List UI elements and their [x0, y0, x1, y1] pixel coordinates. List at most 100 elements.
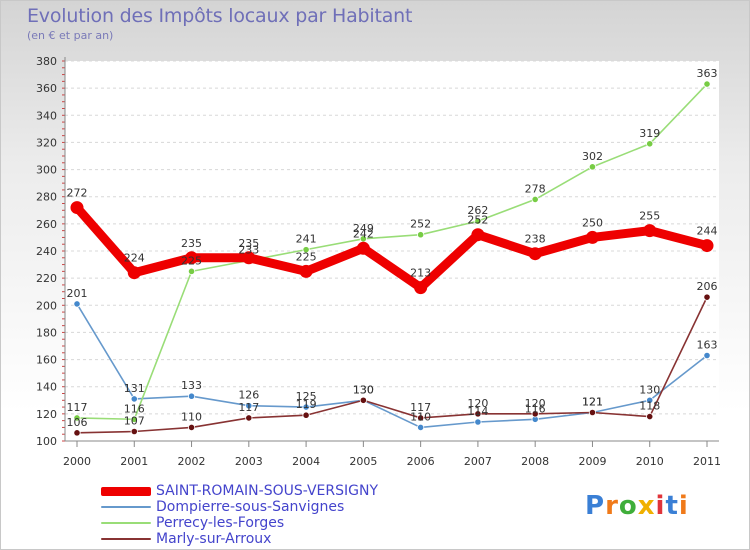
- y-tick-label: 160: [36, 354, 57, 367]
- legend-item: Marly-sur-Arroux: [101, 531, 378, 547]
- y-tick-label: 180: [36, 326, 57, 339]
- legend-label: SAINT-ROMAIN-SOUS-VERSIGNY: [156, 483, 379, 499]
- y-tick-label: 260: [36, 218, 57, 231]
- data-point-dompierre-sous-sanvignes: [245, 402, 253, 410]
- data-label-perrecy-les-forges: 233: [238, 244, 259, 257]
- data-label-dompierre-sous-sanvignes: 163: [697, 339, 718, 352]
- data-point-dompierre-sous-sanvignes: [73, 300, 81, 308]
- proxiti-logo: Proxiti: [585, 491, 689, 521]
- data-point-perrecy-les-forges: [187, 267, 196, 275]
- data-point-saint-romain-sous-versigny: [242, 251, 256, 265]
- data-label-saint-romain-sous-versigny: 255: [639, 210, 660, 223]
- data-point-marly-sur-arroux: [302, 411, 310, 419]
- data-label-dompierre-sous-sanvignes: 121: [582, 396, 603, 409]
- data-label-dompierre-sous-sanvignes: 114: [467, 405, 488, 418]
- x-tick-label: 2010: [636, 455, 664, 468]
- data-label-marly-sur-arroux: 117: [238, 401, 259, 414]
- data-point-perrecy-les-forges: [646, 140, 654, 148]
- data-point-marly-sur-arroux: [474, 410, 482, 418]
- data-label-perrecy-les-forges: 225: [181, 254, 202, 267]
- data-label-dompierre-sous-sanvignes: 130: [639, 383, 660, 396]
- x-tick-label: 2008: [521, 455, 549, 468]
- data-label-dompierre-sous-sanvignes: 201: [67, 287, 88, 300]
- legend-swatch: [101, 538, 151, 540]
- x-tick-label: 2001: [120, 455, 148, 468]
- data-label-marly-sur-arroux: 119: [296, 398, 317, 411]
- data-label-saint-romain-sous-versigny: 238: [525, 233, 546, 246]
- data-label-marly-sur-arroux: 106: [67, 416, 88, 429]
- legend-label: Dompierre-sous-Sanvignes: [156, 499, 345, 515]
- y-tick-label: 280: [36, 191, 57, 204]
- data-label-perrecy-les-forges: 302: [582, 150, 603, 163]
- data-label-perrecy-les-forges: 241: [296, 233, 317, 246]
- chart-title: Evolution des Impôts locaux par Habitant: [27, 5, 413, 27]
- data-label-perrecy-les-forges: 116: [124, 402, 145, 415]
- data-label-marly-sur-arroux: 118: [639, 400, 660, 413]
- data-label-saint-romain-sous-versigny: 250: [582, 216, 603, 229]
- data-label-dompierre-sous-sanvignes: 110: [410, 410, 431, 423]
- data-point-saint-romain-sous-versigny: [700, 239, 714, 253]
- legend-item: Dompierre-sous-Sanvignes: [101, 499, 378, 515]
- data-point-marly-sur-arroux: [187, 423, 196, 432]
- data-point-perrecy-les-forges: [130, 415, 138, 423]
- x-tick-label: 2011: [693, 455, 721, 468]
- data-point-dompierre-sous-sanvignes: [302, 403, 310, 411]
- data-point-perrecy-les-forges: [588, 163, 597, 171]
- x-tick-label: 2002: [178, 455, 206, 468]
- legend-swatch: [101, 486, 151, 496]
- legend-label: Marly-sur-Arroux: [156, 531, 272, 547]
- x-tick-label: 2004: [292, 455, 320, 468]
- logo-letter: P: [585, 491, 606, 521]
- data-label-perrecy-les-forges: 363: [697, 67, 718, 80]
- data-label-perrecy-les-forges: 319: [639, 127, 660, 140]
- data-label-dompierre-sous-sanvignes: 125: [296, 390, 317, 403]
- data-point-perrecy-les-forges: [703, 80, 711, 88]
- x-tick-label: 2006: [407, 455, 435, 468]
- data-label-marly-sur-arroux: 120: [525, 397, 546, 410]
- data-label-saint-romain-sous-versigny: 252: [467, 214, 488, 227]
- y-tick-label: 100: [36, 435, 57, 448]
- data-point-marly-sur-arroux: [588, 408, 597, 417]
- data-label-saint-romain-sous-versigny: 235: [181, 237, 202, 250]
- data-label-perrecy-les-forges: 262: [467, 204, 488, 217]
- y-tick-label: 200: [36, 299, 57, 312]
- data-point-marly-sur-arroux: [703, 293, 711, 301]
- y-tick-label: 240: [36, 245, 57, 258]
- x-tick-label: 2009: [578, 455, 606, 468]
- data-point-marly-sur-arroux: [73, 429, 81, 437]
- data-label-saint-romain-sous-versigny: 272: [67, 187, 88, 200]
- data-point-saint-romain-sous-versigny: [414, 281, 428, 295]
- data-label-marly-sur-arroux: 206: [697, 280, 718, 293]
- data-point-perrecy-les-forges: [73, 414, 81, 422]
- data-label-perrecy-les-forges: 278: [525, 182, 546, 195]
- x-tick-label: 2003: [235, 455, 263, 468]
- logo-letter: o: [618, 491, 638, 521]
- series-line-dompierre-sous-sanvignes: [76, 303, 708, 429]
- data-label-perrecy-les-forges: 117: [67, 401, 88, 414]
- data-label-marly-sur-arroux: 120: [467, 397, 488, 410]
- x-tick-label: 2000: [63, 455, 91, 468]
- data-label-saint-romain-sous-versigny: 225: [296, 250, 317, 263]
- data-point-saint-romain-sous-versigny: [528, 247, 542, 261]
- data-point-saint-romain-sous-versigny: [643, 224, 657, 238]
- data-point-marly-sur-arroux: [417, 414, 425, 422]
- data-point-dompierre-sous-sanvignes: [187, 392, 196, 400]
- series-line-marly-sur-arroux: [76, 296, 708, 434]
- data-label-marly-sur-arroux: 107: [124, 415, 145, 428]
- data-label-marly-sur-arroux: 110: [181, 410, 202, 423]
- data-point-dompierre-sous-sanvignes: [130, 395, 138, 403]
- data-point-perrecy-les-forges: [417, 231, 425, 239]
- data-point-marly-sur-arroux: [646, 412, 654, 421]
- x-tick-label: 2007: [464, 455, 492, 468]
- legend-label: Perrecy-les-Forges: [156, 515, 285, 531]
- y-tick-label: 120: [36, 408, 57, 421]
- data-point-marly-sur-arroux: [245, 414, 253, 422]
- data-point-marly-sur-arroux: [130, 427, 138, 436]
- data-label-saint-romain-sous-versigny: 244: [697, 225, 718, 238]
- y-tick-label: 340: [36, 109, 57, 122]
- data-label-saint-romain-sous-versigny: 213: [410, 267, 431, 280]
- series-line-perrecy-les-forges: [76, 83, 708, 421]
- data-label-dompierre-sous-sanvignes: 116: [525, 402, 546, 415]
- data-label-dompierre-sous-sanvignes: 126: [238, 389, 259, 402]
